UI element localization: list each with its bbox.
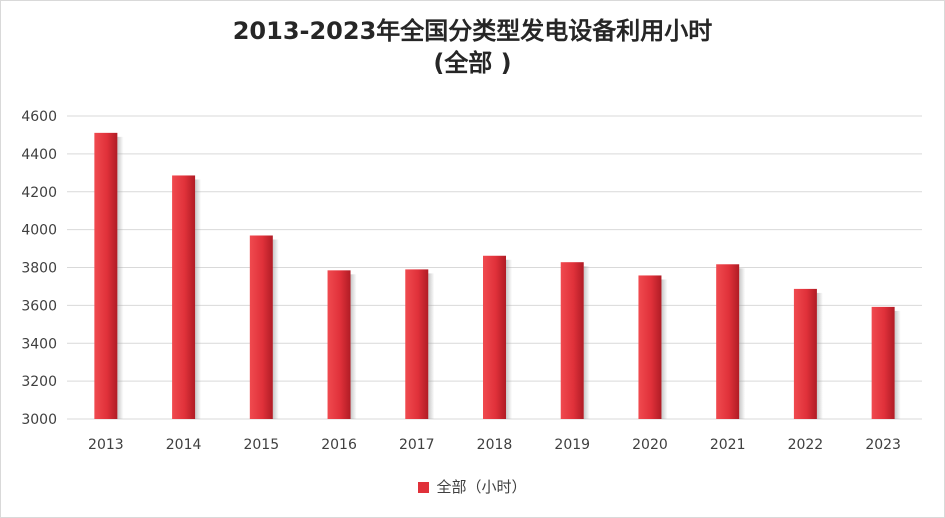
bar-shadow bbox=[583, 266, 590, 419]
x-axis-ticks: 2013 2014 2015 2016 2017 2018 2019 2020 2021 2022… bbox=[88, 437, 901, 453]
bar-2022 bbox=[793, 288, 817, 419]
y-tick-label: 3000 bbox=[21, 412, 57, 428]
bar-shadow bbox=[195, 179, 202, 419]
bar-shadow bbox=[272, 239, 279, 419]
x-tick-label: 2021 bbox=[710, 437, 746, 453]
y-tick-label: 4000 bbox=[21, 223, 57, 239]
y-tick-label: 3200 bbox=[21, 374, 57, 390]
bar-2014 bbox=[172, 175, 196, 419]
x-tick-label: 2018 bbox=[477, 437, 513, 453]
bar-2020 bbox=[638, 275, 662, 419]
x-tick-label: 2023 bbox=[865, 437, 901, 453]
x-tick-label: 2013 bbox=[88, 437, 124, 453]
y-tick-label: 3600 bbox=[21, 298, 57, 314]
bars bbox=[94, 132, 901, 419]
x-tick-label: 2016 bbox=[321, 437, 357, 453]
legend-label: 全部（小时） bbox=[436, 478, 527, 496]
bar-shadow bbox=[350, 274, 357, 419]
bar-shadow bbox=[117, 136, 124, 419]
bar-2021 bbox=[716, 264, 740, 419]
x-tick-label: 2020 bbox=[632, 437, 668, 453]
bar-2018 bbox=[483, 255, 506, 419]
bar-2017 bbox=[405, 269, 429, 419]
chart-title-block: 2013-2023年全国分类型发电设备利用小时 (全部 ) bbox=[1, 15, 944, 79]
chart-subtitle: (全部 ) bbox=[433, 49, 512, 77]
x-tick-label: 2015 bbox=[243, 437, 279, 453]
y-axis-ticks: 3000 3200 3400 3600 3800 4000 4200 4400 4600 bbox=[21, 109, 57, 428]
y-tick-label: 3800 bbox=[21, 261, 57, 277]
y-tick-label: 4200 bbox=[21, 185, 57, 201]
bar-shadow bbox=[428, 273, 435, 419]
chart-title: 2013-2023年全国分类型发电设备利用小时 bbox=[232, 17, 713, 45]
legend-swatch bbox=[418, 482, 430, 493]
y-tick-label: 3400 bbox=[21, 336, 57, 352]
x-tick-label: 2014 bbox=[166, 437, 202, 453]
bar-2023 bbox=[871, 306, 895, 419]
x-tick-label: 2017 bbox=[399, 437, 435, 453]
bar-shadow bbox=[506, 259, 512, 419]
bar-shadow bbox=[894, 310, 901, 419]
legend: 全部（小时） bbox=[1, 476, 944, 497]
y-tick-label: 4400 bbox=[21, 147, 57, 163]
bar-shadow bbox=[739, 268, 746, 419]
bar-2016 bbox=[327, 270, 351, 419]
x-tick-label: 2022 bbox=[788, 437, 824, 453]
bar-2013 bbox=[94, 132, 118, 419]
bar-shadow bbox=[816, 292, 823, 419]
bar-shadow bbox=[661, 279, 668, 419]
bar-2019 bbox=[560, 262, 584, 419]
bar-2015 bbox=[249, 235, 273, 419]
y-tick-label: 4600 bbox=[21, 109, 57, 125]
x-tick-label: 2019 bbox=[554, 437, 590, 453]
